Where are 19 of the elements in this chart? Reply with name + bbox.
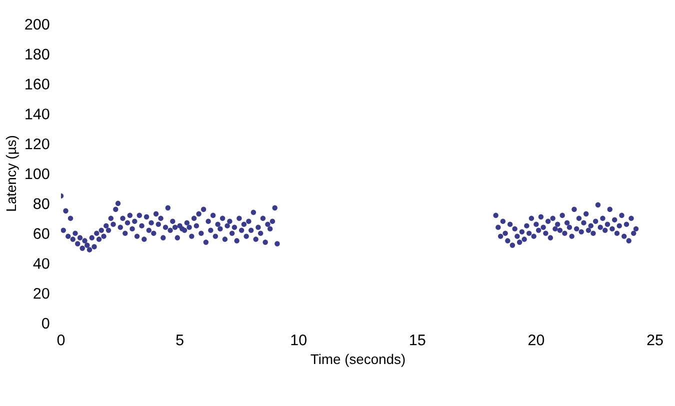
x-tick-label: 10 bbox=[291, 334, 306, 346]
y-tick-label: 20 bbox=[34, 288, 50, 299]
y-tick-label: 160 bbox=[26, 78, 50, 90]
x-tick-label: 5 bbox=[176, 334, 184, 346]
x-tick-label: 20 bbox=[528, 334, 544, 346]
x-tick-label: 25 bbox=[647, 334, 663, 346]
y-tick-label: 180 bbox=[26, 48, 50, 60]
y-tick-label: 120 bbox=[26, 138, 50, 150]
y-tick-label: 40 bbox=[33, 258, 50, 269]
y-tick-label: 60 bbox=[34, 228, 50, 239]
y-tick-label: 100 bbox=[26, 168, 50, 180]
y-tick-label: 80 bbox=[34, 198, 50, 210]
y-axis-title: Latency (µs) bbox=[6, 136, 19, 211]
x-tick-label: 0 bbox=[57, 334, 65, 346]
y-tick-label: 200 bbox=[25, 18, 50, 30]
x-tick-label: 15 bbox=[410, 334, 426, 346]
y-tick-label: 0 bbox=[42, 318, 50, 329]
y-tick-label: 140 bbox=[26, 108, 50, 120]
x-axis-title: Time (seconds) bbox=[310, 354, 405, 367]
